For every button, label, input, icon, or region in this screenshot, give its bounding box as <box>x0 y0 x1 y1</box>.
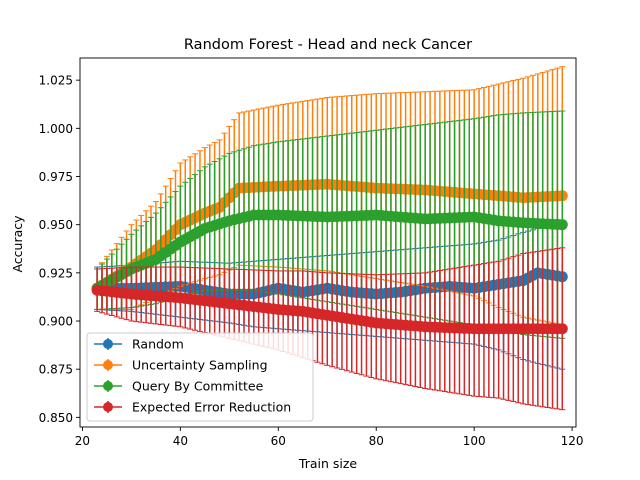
y-tick-label: 0.900 <box>39 315 73 329</box>
legend: Random Uncertainty Sampling Query By Commi… <box>86 332 314 422</box>
x-tick-label: 60 <box>271 434 286 448</box>
y-tick-label: 0.850 <box>39 411 73 425</box>
x-tick-label: 20 <box>75 434 90 448</box>
legend-label: Random <box>132 337 184 352</box>
legend-marker <box>103 339 113 349</box>
data-point <box>556 219 568 231</box>
x-tick-label: 120 <box>561 434 584 448</box>
legend-item: Uncertainty Sampling <box>94 358 268 373</box>
plot-area <box>91 66 568 411</box>
legend-item: Random <box>94 337 184 352</box>
legend-box <box>86 332 314 422</box>
x-tick-label: 40 <box>173 434 188 448</box>
legend-item: Expected Error Reduction <box>94 400 291 415</box>
legend-label: Expected Error Reduction <box>132 400 291 415</box>
y-tick-label: 1.000 <box>39 122 73 136</box>
axes: 20 40 60 80 100 120 0.850 0.875 0.900 0.925 0.950 0… <box>39 57 584 448</box>
y-tick-label: 0.975 <box>39 170 73 184</box>
legend-marker <box>103 402 113 412</box>
legend-label: Query By Committee <box>132 379 264 394</box>
y-tick-label: 0.875 <box>39 363 73 377</box>
x-tick-label: 100 <box>463 434 486 448</box>
legend-marker <box>103 381 113 391</box>
x-tick-label: 80 <box>369 434 384 448</box>
legend-item: Query By Committee <box>94 379 264 394</box>
plot-frame <box>79 57 577 428</box>
x-axis-label: Train size <box>298 456 358 471</box>
chart-title: Random Forest - Head and neck Cancer <box>184 37 472 53</box>
y-axis-label: Accuracy <box>10 215 25 273</box>
data-point <box>556 323 568 335</box>
y-tick-label: 0.925 <box>39 266 73 280</box>
legend-marker <box>103 360 113 370</box>
y-tick-label: 0.950 <box>39 218 73 232</box>
y-tick-label: 1.025 <box>39 74 73 88</box>
legend-label: Uncertainty Sampling <box>132 358 268 373</box>
